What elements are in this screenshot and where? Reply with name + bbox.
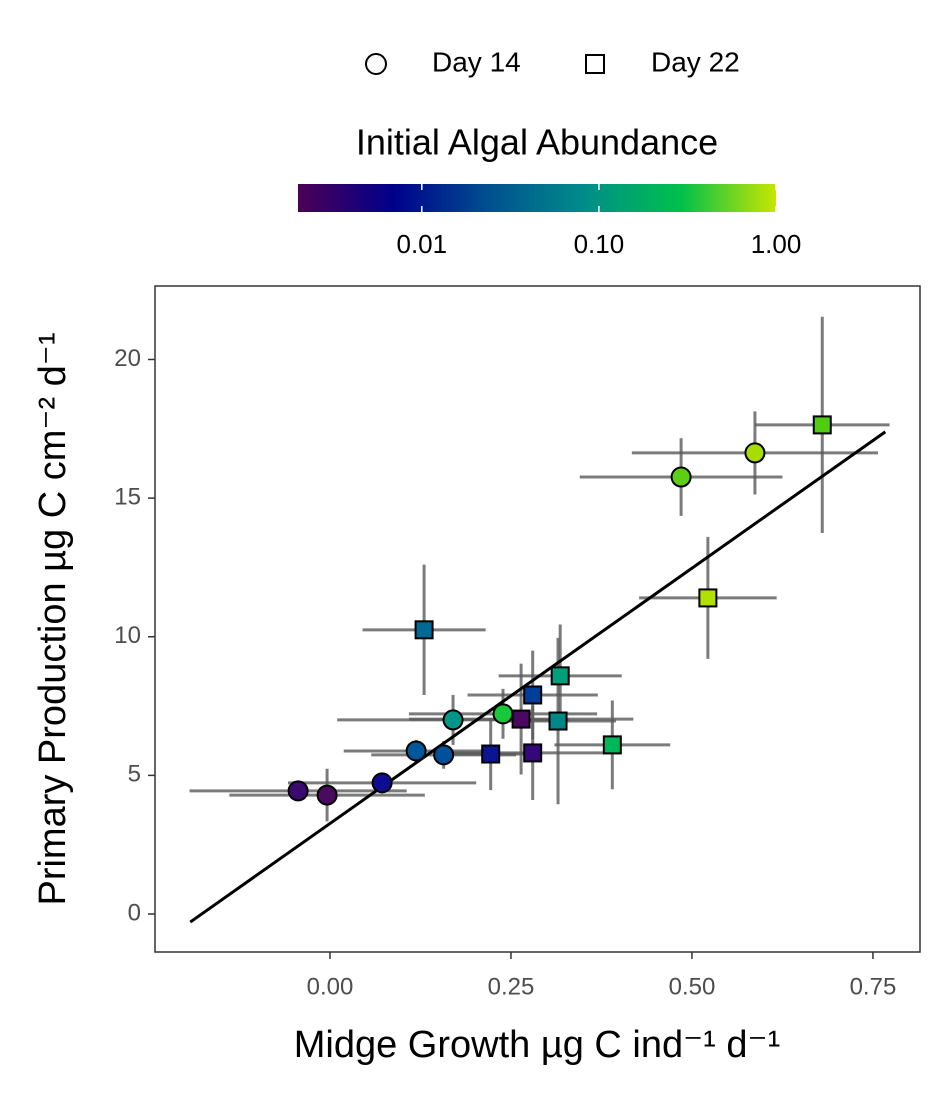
x-axis-label: Midge Growth µg C ind⁻¹ d⁻¹	[294, 1024, 781, 1066]
colorbar	[298, 184, 776, 212]
point	[744, 442, 766, 464]
point	[602, 735, 622, 755]
y-tick-label: 20	[114, 345, 141, 372]
point	[287, 780, 309, 802]
y-tick-label: 15	[114, 483, 141, 510]
x-tick-label: 0.25	[488, 973, 535, 1000]
colorbar-tick-label: 1.00	[751, 229, 802, 259]
plot-panel	[154, 285, 921, 953]
legend-label: Day 14	[432, 46, 521, 77]
legend-symbol	[365, 53, 387, 75]
point	[405, 740, 427, 762]
point	[371, 772, 393, 794]
x-tick-label: 0.75	[850, 973, 897, 1000]
y-tick-label: 0	[128, 899, 141, 926]
colorbar-tick-label: 0.01	[396, 229, 447, 259]
point	[442, 709, 464, 731]
point	[316, 784, 338, 806]
colorbar-tick-label: 0.10	[574, 229, 625, 259]
fit-line	[189, 430, 887, 924]
point	[550, 666, 570, 686]
point	[523, 685, 543, 705]
x-tick-label: 0.00	[307, 973, 354, 1000]
legend-symbol	[585, 54, 605, 74]
point	[433, 744, 455, 766]
point	[548, 711, 568, 731]
point	[670, 466, 692, 488]
point	[523, 743, 543, 763]
point	[511, 709, 531, 729]
point	[812, 415, 832, 435]
point	[481, 744, 501, 764]
point	[414, 620, 434, 640]
y-axis-label: Primary Production µg C cm⁻² d⁻¹	[32, 332, 74, 905]
y-tick-label: 5	[128, 761, 141, 788]
point	[492, 703, 514, 725]
point	[698, 588, 718, 608]
legend-label: Day 22	[651, 46, 740, 77]
y-tick-label: 10	[114, 622, 141, 649]
colorbar-title: Initial Algal Abundance	[356, 122, 718, 163]
x-tick-label: 0.50	[669, 973, 716, 1000]
